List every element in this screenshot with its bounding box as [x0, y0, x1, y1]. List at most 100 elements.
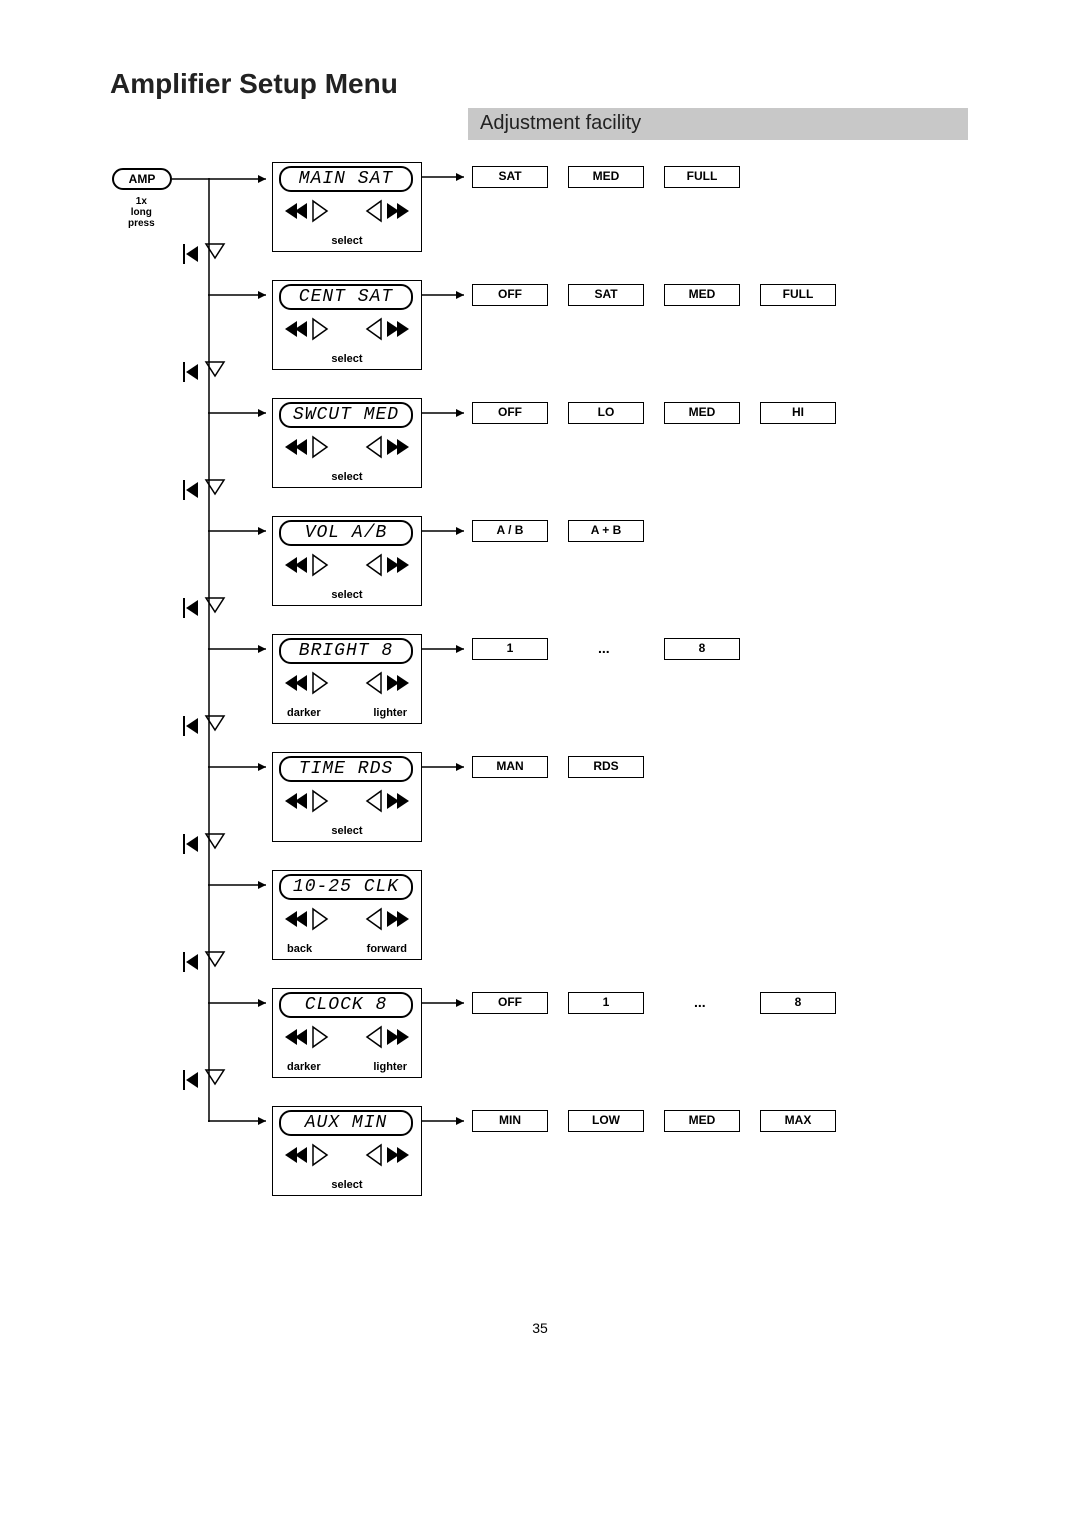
option-value: SAT: [472, 166, 548, 188]
branch-line: [208, 530, 274, 534]
option-ellipsis: ...: [598, 640, 610, 656]
option-value: LO: [568, 402, 644, 424]
menu-item: AUX MIN select: [272, 1106, 422, 1196]
connector-amp-to-menu: [172, 178, 272, 182]
option-value: 8: [760, 992, 836, 1014]
nav-next-icon[interactable]: [357, 1025, 409, 1051]
nav-next-icon[interactable]: [357, 553, 409, 579]
segment-display: BRIGHT 8: [279, 638, 413, 664]
segment-display: CLOCK 8: [279, 992, 413, 1018]
nav-down-icon[interactable]: [178, 712, 228, 742]
page-title: Amplifier Setup Menu: [110, 68, 398, 100]
segment-display: CENT SAT: [279, 284, 413, 310]
option-value: FULL: [664, 166, 740, 188]
menu-item: TIME RDS select: [272, 752, 422, 842]
nav-next-icon[interactable]: [357, 789, 409, 815]
menu-sublabel: select: [273, 471, 421, 483]
option-ellipsis: ...: [694, 994, 706, 1010]
nav-down-icon[interactable]: [178, 948, 228, 978]
arrow-to-options: [422, 530, 472, 534]
nav-prev-icon[interactable]: [285, 789, 337, 815]
amp-button[interactable]: AMP: [112, 168, 172, 190]
menu-item: CENT SAT select: [272, 280, 422, 370]
nav-next-icon[interactable]: [357, 1143, 409, 1169]
nav-prev-icon[interactable]: [285, 553, 337, 579]
nav-down-icon[interactable]: [178, 358, 228, 388]
branch-line: [208, 766, 274, 770]
adjustment-header: Adjustment facility: [468, 108, 968, 140]
menu-sublabel-right: forward: [367, 943, 407, 955]
nav-down-icon[interactable]: [178, 240, 228, 270]
nav-prev-icon[interactable]: [285, 435, 337, 461]
option-value: A + B: [568, 520, 644, 542]
nav-down-icon[interactable]: [178, 1066, 228, 1096]
option-value: LOW: [568, 1110, 644, 1132]
branch-line: [208, 648, 274, 652]
option-value: FULL: [760, 284, 836, 306]
segment-display: TIME RDS: [279, 756, 413, 782]
arrow-to-options: [422, 766, 472, 770]
menu-item: MAIN SAT select: [272, 162, 422, 252]
menu-sublabel: select: [273, 825, 421, 837]
page-number: 35: [0, 1320, 1080, 1336]
nav-next-icon[interactable]: [357, 907, 409, 933]
trunk-line: [208, 178, 212, 1138]
nav-next-icon[interactable]: [357, 435, 409, 461]
menu-sublabel-right: lighter: [373, 1061, 407, 1073]
arrow-to-options: [422, 1002, 472, 1006]
menu-item: SWCUT MED select: [272, 398, 422, 488]
menu-sublabel-left: darker: [287, 1061, 321, 1073]
menu-sublabel: select: [273, 589, 421, 601]
option-value: MAN: [472, 756, 548, 778]
option-value: OFF: [472, 284, 548, 306]
segment-display: MAIN SAT: [279, 166, 413, 192]
option-value: MED: [664, 284, 740, 306]
nav-prev-icon[interactable]: [285, 671, 337, 697]
arrow-to-options: [422, 294, 472, 298]
option-value: HI: [760, 402, 836, 424]
option-value: OFF: [472, 402, 548, 424]
menu-sublabel: select: [273, 235, 421, 247]
option-value: A / B: [472, 520, 548, 542]
menu-item: VOL A/B select: [272, 516, 422, 606]
menu-item: 10-25 CLKbackforward: [272, 870, 422, 960]
arrow-to-options: [422, 412, 472, 416]
option-value: 8: [664, 638, 740, 660]
menu-item: CLOCK 8 darker lighter: [272, 988, 422, 1078]
branch-line: [208, 884, 274, 888]
nav-prev-icon[interactable]: [285, 1143, 337, 1169]
menu-sublabel-right: lighter: [373, 707, 407, 719]
segment-display: 10-25 CLK: [279, 874, 413, 900]
nav-next-icon[interactable]: [357, 671, 409, 697]
branch-line: [208, 1002, 274, 1006]
nav-prev-icon[interactable]: [285, 907, 337, 933]
nav-down-icon[interactable]: [178, 594, 228, 624]
nav-down-icon[interactable]: [178, 830, 228, 860]
option-value: 1: [472, 638, 548, 660]
nav-down-icon[interactable]: [178, 476, 228, 506]
menu-sublabel: select: [273, 1179, 421, 1191]
option-value: 1: [568, 992, 644, 1014]
menu-sublabel-left: darker: [287, 707, 321, 719]
option-value: MIN: [472, 1110, 548, 1132]
nav-prev-icon[interactable]: [285, 199, 337, 225]
branch-line: [208, 412, 274, 416]
segment-display: VOL A/B: [279, 520, 413, 546]
branch-line: [208, 1120, 274, 1124]
option-value: MED: [664, 1110, 740, 1132]
option-value: SAT: [568, 284, 644, 306]
amp-press-label: 1x long press: [128, 196, 155, 229]
menu-item: BRIGHT 8 darker lighter: [272, 634, 422, 724]
segment-display: SWCUT MED: [279, 402, 413, 428]
option-value: MAX: [760, 1110, 836, 1132]
nav-next-icon[interactable]: [357, 199, 409, 225]
menu-sublabel: select: [273, 353, 421, 365]
nav-next-icon[interactable]: [357, 317, 409, 343]
segment-display: AUX MIN: [279, 1110, 413, 1136]
nav-prev-icon[interactable]: [285, 317, 337, 343]
arrow-to-options: [422, 176, 472, 180]
arrow-to-options: [422, 1120, 472, 1124]
option-value: OFF: [472, 992, 548, 1014]
nav-prev-icon[interactable]: [285, 1025, 337, 1051]
option-value: MED: [664, 402, 740, 424]
